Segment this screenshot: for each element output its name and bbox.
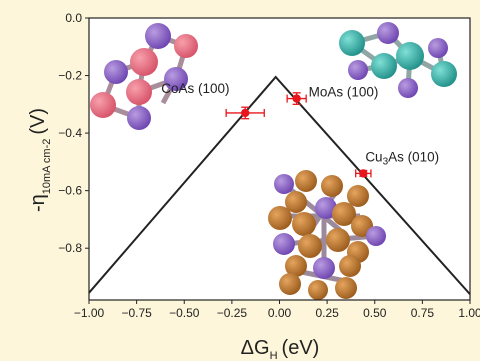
x-tick-label: −1.00 <box>74 306 105 320</box>
y-tick-label: −0.6 <box>58 184 82 198</box>
data-point <box>292 94 301 103</box>
y-axis-title-subscript: 10mA cm-2 <box>41 139 53 195</box>
x-tick-label: 0.00 <box>268 306 292 320</box>
y-axis-ticks: 0.0 −0.2 −0.4 −0.6 −0.8 <box>58 11 89 255</box>
y-tick-label: −0.2 <box>58 69 82 83</box>
data-point <box>241 108 250 118</box>
coas-structure-illustration <box>90 23 198 130</box>
x-tick-label: 0.25 <box>315 306 339 320</box>
x-tick-label: −0.50 <box>169 306 200 320</box>
x-tick-label: 0.75 <box>411 306 435 320</box>
data-point <box>359 169 368 178</box>
x-tick-label: −0.75 <box>121 306 152 320</box>
x-axis-title-main: ΔG <box>241 337 270 359</box>
y-tick-label: −0.4 <box>58 126 82 140</box>
x-axis-title-unit: (eV) <box>282 337 320 359</box>
y-axis-title-main: -η <box>27 194 49 212</box>
x-axis-ticks: −1.00 −0.75 −0.50 −0.25 0.00 0.25 0.50 0.75 1.00 <box>74 300 480 320</box>
x-tick-label: 1.00 <box>458 306 480 320</box>
y-axis-title: -η10mA cm-2 (V) <box>27 108 53 212</box>
data-point-labels: CoAs (100) MoAs (100) Cu3As (010) <box>161 81 439 167</box>
data-point-label: CoAs (100) <box>161 81 229 96</box>
moas-structure-illustration <box>339 22 457 98</box>
x-axis-title: ΔGH (eV) <box>241 337 320 361</box>
y-tick-label: 0.0 <box>65 11 82 25</box>
data-points <box>225 92 372 178</box>
x-tick-label: 0.50 <box>363 306 387 320</box>
y-tick-label: −0.8 <box>58 241 82 255</box>
x-tick-label: −0.25 <box>217 306 248 320</box>
data-point-label: Cu3As (010) <box>365 149 439 167</box>
cu3as-structure-illustration <box>268 170 386 300</box>
y-axis-title-unit: (V) <box>27 108 49 135</box>
data-point-label: MoAs (100) <box>309 85 379 100</box>
x-axis-title-subscript: H <box>270 350 278 361</box>
volcano-trend-line <box>88 75 471 295</box>
